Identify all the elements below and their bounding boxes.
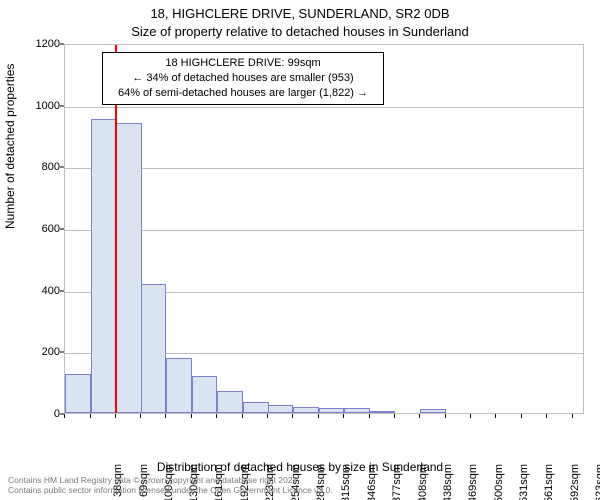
histogram-bar [65,374,91,413]
histogram-chart: 18, HIGHCLERE DRIVE, SUNDERLAND, SR2 0DB… [0,0,600,500]
gridline-h [65,168,583,169]
x-tick-mark [572,414,573,418]
y-tick-label: 400 [24,285,60,297]
histogram-bar [116,123,142,413]
histogram-bar [166,358,192,414]
histogram-bar [319,408,345,413]
histogram-bar [370,411,396,413]
x-tick-mark [343,414,344,418]
x-tick-mark [546,414,547,418]
y-axis-label: Number of detached properties [3,64,17,229]
y-tick-mark [60,167,64,168]
histogram-bar [268,405,294,413]
x-tick-mark [242,414,243,418]
chart-title-sub: Size of property relative to detached ho… [0,24,600,39]
y-tick-mark [60,105,64,106]
chart-title-main: 18, HIGHCLERE DRIVE, SUNDERLAND, SR2 0DB [0,6,600,21]
y-tick-label: 600 [24,223,60,235]
x-tick-mark [445,414,446,418]
annotation-box: 18 HIGHCLERE DRIVE: 99sqm ← 34% of detac… [102,52,384,105]
y-tick-label: 1000 [24,100,60,112]
histogram-bar [243,402,269,413]
x-tick-mark [64,414,65,418]
x-tick-mark [216,414,217,418]
footer-attribution: Contains HM Land Registry data © Crown c… [8,475,333,496]
x-tick-mark [369,414,370,418]
y-tick-mark [60,229,64,230]
x-tick-mark [165,414,166,418]
histogram-bar [141,284,167,414]
x-tick-mark [470,414,471,418]
x-tick-mark [267,414,268,418]
y-tick-label: 1200 [24,38,60,50]
y-tick-label: 0 [24,408,60,420]
footer-line-1: Contains HM Land Registry data © Crown c… [8,475,333,486]
histogram-bar [293,407,319,413]
histogram-bar [420,409,446,413]
histogram-bar [91,119,117,413]
histogram-bar [192,376,218,413]
y-tick-mark [60,352,64,353]
x-axis-label: Distribution of detached houses by size … [0,460,600,474]
x-tick-mark [521,414,522,418]
histogram-bar [217,391,243,413]
y-tick-mark [60,44,64,45]
x-tick-mark [419,414,420,418]
x-tick-mark [90,414,91,418]
annotation-line-2: ← 34% of detached houses are smaller (95… [109,71,377,86]
y-tick-label: 800 [24,161,60,173]
y-tick-mark [60,290,64,291]
x-tick-mark [292,414,293,418]
annotation-line-1: 18 HIGHCLERE DRIVE: 99sqm [109,56,377,71]
x-tick-mark [394,414,395,418]
histogram-bar [344,408,370,413]
x-tick-mark [495,414,496,418]
annotation-line-3: 64% of semi-detached houses are larger (… [109,86,377,101]
footer-line-2: Contains public sector information licen… [8,485,333,496]
x-tick-mark [140,414,141,418]
y-tick-label: 200 [24,346,60,358]
gridline-h [65,230,583,231]
gridline-h [65,107,583,108]
x-tick-mark [191,414,192,418]
x-tick-mark [115,414,116,418]
x-tick-mark [318,414,319,418]
